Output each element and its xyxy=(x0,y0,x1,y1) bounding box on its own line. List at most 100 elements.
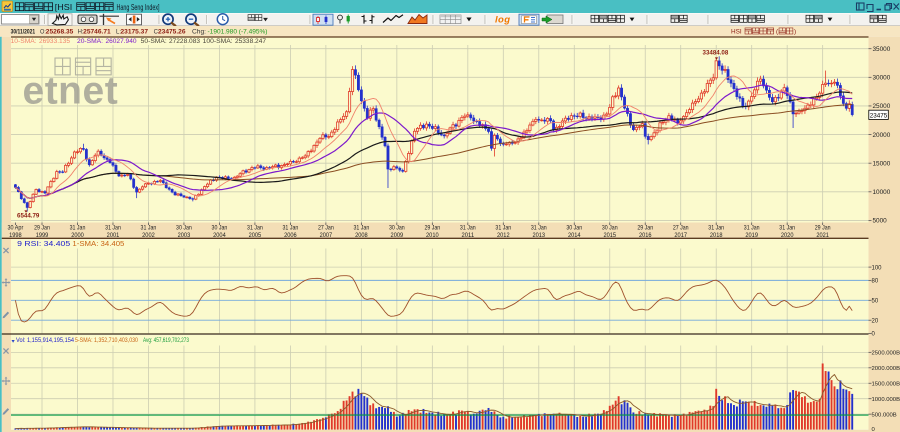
svg-text:29 Jan: 29 Jan xyxy=(34,226,50,232)
svg-text:27 Jan: 27 Jan xyxy=(318,226,334,232)
svg-text:log: log xyxy=(495,15,510,26)
svg-text:2021: 2021 xyxy=(816,233,829,239)
svg-text:30 Jan: 30 Jan xyxy=(602,226,618,232)
svg-text:2003: 2003 xyxy=(178,233,191,239)
svg-text:0: 0 xyxy=(872,332,876,338)
svg-text:20-SMA:: 20-SMA: xyxy=(77,39,103,45)
svg-text:29 Jan: 29 Jan xyxy=(637,226,653,232)
svg-text:30/11/2021: 30/11/2021 xyxy=(11,29,36,36)
svg-text:25746.71: 25746.71 xyxy=(83,29,111,36)
svg-text:30 Jan: 30 Jan xyxy=(566,226,582,232)
svg-text:H:: H: xyxy=(78,29,84,36)
svg-text:2020: 2020 xyxy=(781,233,794,239)
svg-text:25338.247: 25338.247 xyxy=(235,39,267,45)
svg-text:2018: 2018 xyxy=(710,233,723,239)
svg-text:29 Jan: 29 Jan xyxy=(815,226,831,232)
svg-text:23175.37: 23175.37 xyxy=(121,29,149,36)
svg-text:O:: O: xyxy=(40,29,46,36)
svg-text:50-SMA:: 50-SMA: xyxy=(141,39,167,45)
svg-text:1500.000B: 1500.000B xyxy=(872,381,900,387)
svg-text:31 Jan: 31 Jan xyxy=(105,226,121,232)
svg-text:5000: 5000 xyxy=(873,218,888,225)
svg-text:2015: 2015 xyxy=(603,233,616,239)
svg-text:31 Jan: 31 Jan xyxy=(531,226,547,232)
svg-text:2010: 2010 xyxy=(426,233,439,239)
svg-text:27 Jan: 27 Jan xyxy=(673,226,689,232)
svg-text:2014: 2014 xyxy=(568,233,581,239)
svg-text:35000: 35000 xyxy=(873,46,891,53)
svg-text:2001: 2001 xyxy=(107,233,120,239)
svg-text:29 Jan: 29 Jan xyxy=(424,226,440,232)
svg-text:Vol: 1,155,914,195,154: Vol: 1,155,914,195,154 xyxy=(16,337,75,344)
svg-text:10000: 10000 xyxy=(873,189,891,196)
svg-text:33484.08: 33484.08 xyxy=(703,50,729,57)
svg-text:10-SMA:: 10-SMA: xyxy=(11,39,37,45)
svg-text:31 Jan: 31 Jan xyxy=(460,226,476,232)
svg-text:100-SMA:: 100-SMA: xyxy=(203,39,233,45)
svg-text:2500.000B: 2500.000B xyxy=(872,351,900,357)
svg-text:2002: 2002 xyxy=(142,233,155,239)
svg-text:9 RSI: 34.405: 9 RSI: 34.405 xyxy=(17,240,70,248)
svg-text:(: ( xyxy=(776,28,779,35)
svg-text:31 Jan: 31 Jan xyxy=(779,226,795,232)
svg-text:2017: 2017 xyxy=(674,233,687,239)
svg-text:30 Jan: 30 Jan xyxy=(389,226,405,232)
svg-text:etnet: etnet xyxy=(23,70,119,113)
svg-text:2019: 2019 xyxy=(745,233,758,239)
svg-text:1000.000B: 1000.000B xyxy=(872,397,900,403)
svg-text:500.000B: 500.000B xyxy=(872,412,897,418)
svg-text:31 Jan: 31 Jan xyxy=(247,226,263,232)
svg-text:C:: C: xyxy=(154,29,160,36)
svg-text:2004: 2004 xyxy=(213,233,226,239)
svg-text:1-SMA: 34.405: 1-SMA: 34.405 xyxy=(72,240,124,248)
svg-text:2006: 2006 xyxy=(284,233,297,239)
svg-text:80: 80 xyxy=(872,279,879,285)
svg-text:L:: L: xyxy=(116,29,121,36)
svg-text:2013: 2013 xyxy=(532,233,545,239)
svg-text:30 Jan: 30 Jan xyxy=(212,226,228,232)
svg-text:2007: 2007 xyxy=(320,233,333,239)
svg-text:26027.940: 26027.940 xyxy=(106,39,138,45)
svg-text:2011: 2011 xyxy=(462,233,475,239)
svg-text:100: 100 xyxy=(872,265,883,271)
svg-text:1999: 1999 xyxy=(36,233,49,239)
svg-text:31 Jan: 31 Jan xyxy=(495,226,511,232)
svg-text:5-SMA: 1,352,710,403,030: 5-SMA: 1,352,710,403,030 xyxy=(75,337,138,344)
svg-text:Hang Seng Index]: Hang Seng Index] xyxy=(117,3,160,12)
svg-text:27228.083: 27228.083 xyxy=(169,39,201,45)
svg-text:31 Jan: 31 Jan xyxy=(283,226,299,232)
svg-text:): ) xyxy=(794,28,796,35)
svg-text:31 Jan: 31 Jan xyxy=(353,226,369,232)
svg-text:25268.35: 25268.35 xyxy=(46,29,74,36)
svg-text:2000: 2000 xyxy=(71,233,84,239)
svg-text:HSI: HSI xyxy=(731,28,742,35)
svg-text:31 Jan: 31 Jan xyxy=(141,226,157,232)
svg-text:15000: 15000 xyxy=(873,160,891,167)
svg-text:2000.000B: 2000.000B xyxy=(872,366,900,372)
svg-text:23475.26: 23475.26 xyxy=(158,29,186,36)
svg-text:30000: 30000 xyxy=(873,75,891,82)
svg-text:23475: 23475 xyxy=(870,112,888,119)
svg-text:31 Jan: 31 Jan xyxy=(744,226,760,232)
svg-text:31 Jan: 31 Jan xyxy=(708,226,724,232)
svg-text:20: 20 xyxy=(872,318,879,324)
svg-text:50: 50 xyxy=(872,299,879,305)
svg-text:2009: 2009 xyxy=(391,233,404,239)
svg-text:30 Jan: 30 Jan xyxy=(176,226,192,232)
svg-text:26933.135: 26933.135 xyxy=(39,39,71,45)
svg-text:1998: 1998 xyxy=(9,233,22,239)
svg-text:-1901.980 (-7.495%): -1901.980 (-7.495%) xyxy=(208,29,268,36)
svg-text:2016: 2016 xyxy=(639,233,652,239)
svg-text:0: 0 xyxy=(872,427,876,432)
svg-text:2008: 2008 xyxy=(355,233,368,239)
svg-text:Chg:: Chg: xyxy=(192,29,206,36)
svg-text:6544.79: 6544.79 xyxy=(17,213,40,220)
svg-text:Avg: 457,619,702,273: Avg: 457,619,702,273 xyxy=(143,337,189,344)
svg-text:31 Jan: 31 Jan xyxy=(70,226,86,232)
svg-text:[HSI: [HSI xyxy=(55,3,73,12)
svg-text:30 Apr: 30 Apr xyxy=(8,226,24,232)
svg-text:25000: 25000 xyxy=(873,103,891,110)
svg-text:2012: 2012 xyxy=(497,233,510,239)
svg-text:2005: 2005 xyxy=(249,233,262,239)
svg-text:20000: 20000 xyxy=(873,132,891,139)
